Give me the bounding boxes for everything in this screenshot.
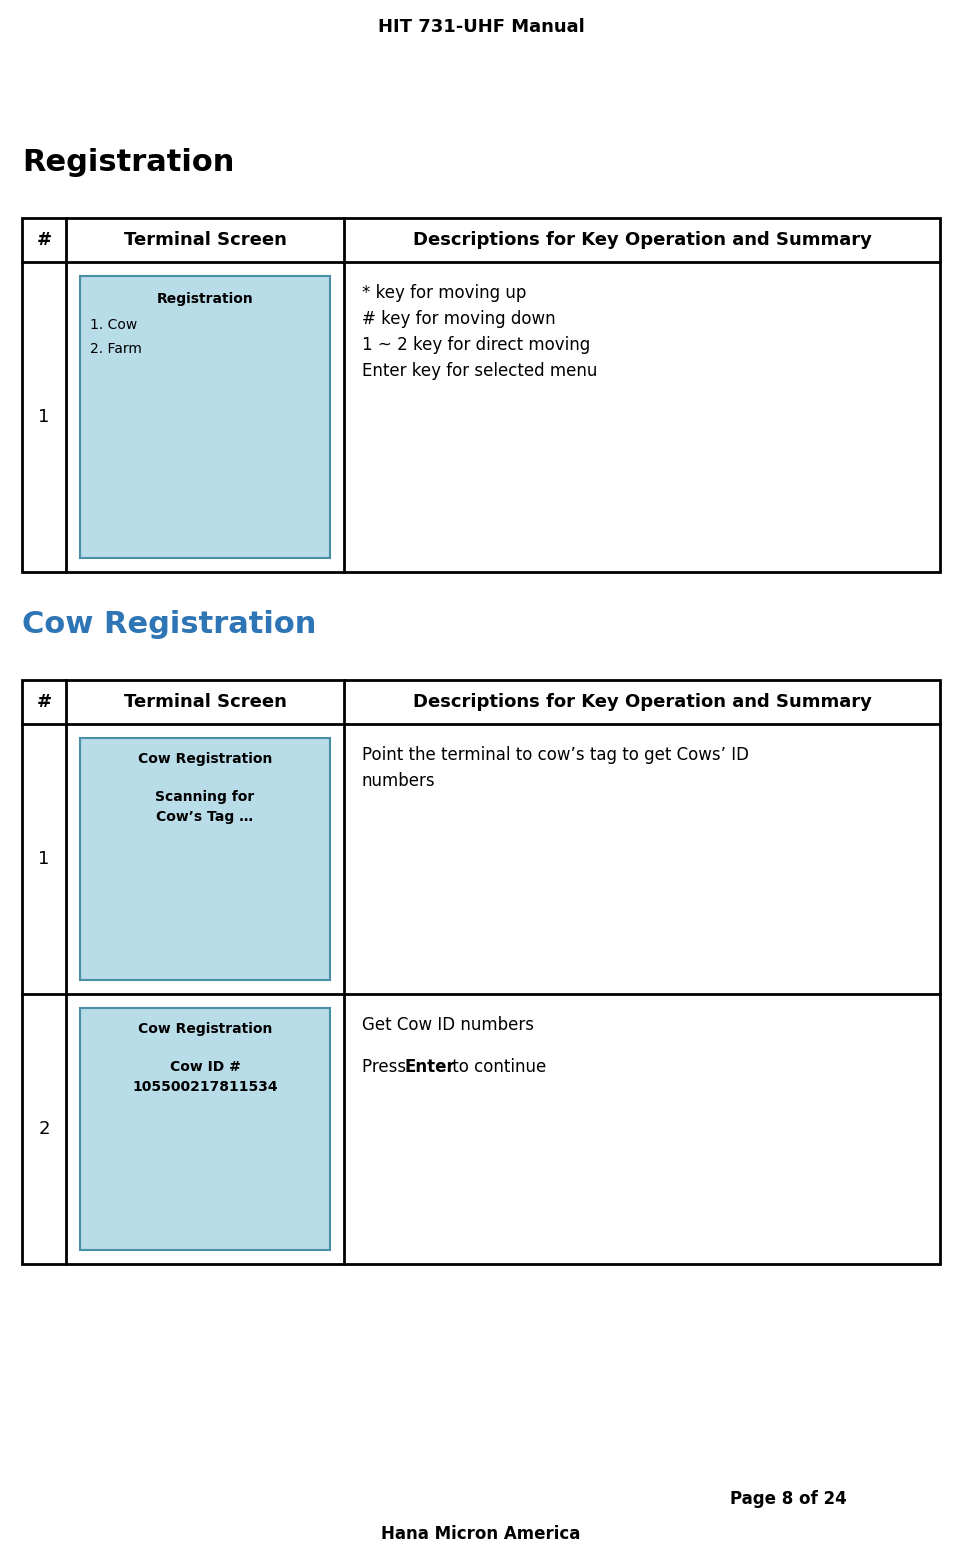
Text: HIT 731-UHF Manual: HIT 731-UHF Manual	[378, 19, 583, 36]
Text: # key for moving down: # key for moving down	[361, 311, 555, 328]
Text: 1: 1	[38, 849, 50, 868]
Text: 2. Farm: 2. Farm	[90, 342, 141, 356]
Text: * key for moving up: * key for moving up	[361, 284, 526, 301]
Text: Cow Registration: Cow Registration	[137, 752, 272, 766]
Text: Enter: Enter	[405, 1058, 456, 1076]
Text: 1. Cow: 1. Cow	[90, 318, 137, 332]
Text: 1 ~ 2 key for direct moving: 1 ~ 2 key for direct moving	[361, 335, 590, 354]
Text: Registration: Registration	[157, 292, 253, 306]
Text: to continue: to continue	[447, 1058, 546, 1076]
Bar	[80, 1008, 330, 1250]
Bar	[80, 738, 330, 980]
Text: Scanning for: Scanning for	[156, 790, 255, 804]
Text: Descriptions for Key Operation and Summary: Descriptions for Key Operation and Summa…	[412, 693, 871, 711]
Text: Get Cow ID numbers: Get Cow ID numbers	[361, 1016, 533, 1034]
Text: Registration: Registration	[22, 148, 234, 177]
Text: Descriptions for Key Operation and Summary: Descriptions for Key Operation and Summa…	[412, 231, 871, 248]
Text: Cow’s Tag …: Cow’s Tag …	[157, 811, 254, 825]
Text: Hana Micron America: Hana Micron America	[381, 1525, 580, 1544]
Text: Terminal Screen: Terminal Screen	[123, 231, 286, 248]
Bar	[22, 217, 939, 572]
Bar	[80, 276, 330, 558]
Text: Point the terminal to cow’s tag to get Cows’ ID: Point the terminal to cow’s tag to get C…	[361, 745, 749, 764]
Text: Cow Registration: Cow Registration	[137, 1022, 272, 1036]
Text: Enter key for selected menu: Enter key for selected menu	[361, 362, 597, 380]
Text: 105500217811534: 105500217811534	[132, 1079, 278, 1093]
Text: Page 8 of 24: Page 8 of 24	[729, 1489, 846, 1508]
Text: Cow Registration: Cow Registration	[22, 610, 316, 638]
Text: 2: 2	[38, 1120, 50, 1138]
Bar	[22, 680, 939, 1264]
Text: Terminal Screen: Terminal Screen	[123, 693, 286, 711]
Text: Cow ID #: Cow ID #	[169, 1061, 240, 1075]
Text: 1: 1	[38, 408, 50, 426]
Text: #: #	[37, 231, 52, 248]
Text: numbers: numbers	[361, 772, 435, 790]
Text: #: #	[37, 693, 52, 711]
Text: Press: Press	[361, 1058, 411, 1076]
